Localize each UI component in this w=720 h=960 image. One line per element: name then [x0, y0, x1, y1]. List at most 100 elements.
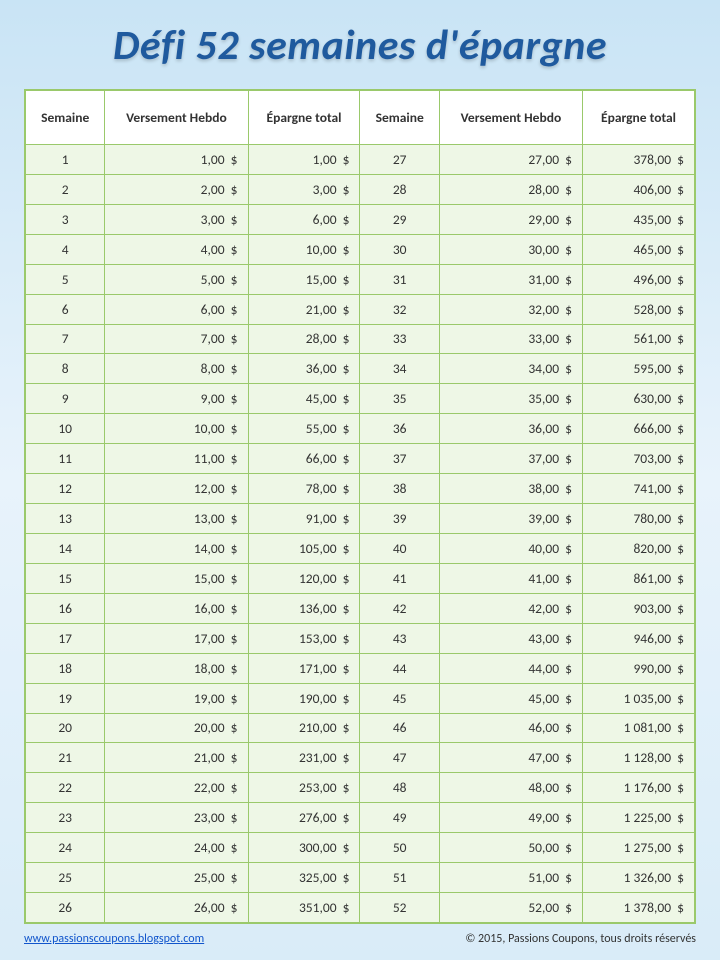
table-cell: 351,00 $: [248, 893, 360, 923]
table-cell: 12: [26, 474, 105, 504]
table-cell: 52: [360, 893, 439, 923]
table-cell: 19: [26, 683, 105, 713]
table-cell: 28,00 $: [439, 174, 582, 204]
table-cell: 2: [26, 174, 105, 204]
table-cell: 946,00 $: [583, 623, 695, 653]
table-row: 33,00 $6,00 $2929,00 $435,00 $: [26, 204, 695, 234]
table-cell: 10,00 $: [105, 414, 248, 444]
table-cell: 153,00 $: [248, 623, 360, 653]
table-cell: 1 378,00 $: [583, 893, 695, 923]
table-row: 77,00 $28,00 $3333,00 $561,00 $: [26, 324, 695, 354]
column-header: Semaine: [360, 91, 439, 145]
table-cell: 3,00 $: [105, 204, 248, 234]
table-cell: 325,00 $: [248, 863, 360, 893]
table-cell: 780,00 $: [583, 504, 695, 534]
table-cell: 42: [360, 593, 439, 623]
table-cell: 16,00 $: [105, 593, 248, 623]
table-cell: 2,00 $: [105, 174, 248, 204]
column-header: Versement Hebdo: [439, 91, 582, 145]
table-cell: 21: [26, 743, 105, 773]
table-row: 88,00 $36,00 $3434,00 $595,00 $: [26, 354, 695, 384]
table-cell: 39: [360, 504, 439, 534]
table-cell: 561,00 $: [583, 324, 695, 354]
table-cell: 6,00 $: [248, 204, 360, 234]
table-cell: 300,00 $: [248, 833, 360, 863]
table-cell: 14: [26, 533, 105, 563]
table-cell: 1 225,00 $: [583, 803, 695, 833]
table-cell: 32: [360, 294, 439, 324]
table-cell: 666,00 $: [583, 414, 695, 444]
table-cell: 406,00 $: [583, 174, 695, 204]
table-cell: 990,00 $: [583, 653, 695, 683]
table-cell: 1,00 $: [105, 145, 248, 175]
table-cell: 25,00 $: [105, 863, 248, 893]
table-cell: 6,00 $: [105, 294, 248, 324]
table-cell: 37,00 $: [439, 444, 582, 474]
table-cell: 21,00 $: [248, 294, 360, 324]
table-cell: 15,00 $: [248, 264, 360, 294]
table-row: 11,00 $1,00 $2727,00 $378,00 $: [26, 145, 695, 175]
table-cell: 50: [360, 833, 439, 863]
table-row: 66,00 $21,00 $3232,00 $528,00 $: [26, 294, 695, 324]
table-cell: 16: [26, 593, 105, 623]
table-cell: 861,00 $: [583, 563, 695, 593]
table-row: 2424,00 $300,00 $5050,00 $1 275,00 $: [26, 833, 695, 863]
table-cell: 741,00 $: [583, 474, 695, 504]
table-cell: 29,00 $: [439, 204, 582, 234]
table-cell: 528,00 $: [583, 294, 695, 324]
table-cell: 1: [26, 145, 105, 175]
table-cell: 29: [360, 204, 439, 234]
table-cell: 28,00 $: [248, 324, 360, 354]
table-cell: 1 275,00 $: [583, 833, 695, 863]
table-row: 2626,00 $351,00 $5252,00 $1 378,00 $: [26, 893, 695, 923]
table-cell: 10: [26, 414, 105, 444]
table-cell: 38,00 $: [439, 474, 582, 504]
table-cell: 9,00 $: [105, 384, 248, 414]
table-cell: 30,00 $: [439, 234, 582, 264]
table-row: 2323,00 $276,00 $4949,00 $1 225,00 $: [26, 803, 695, 833]
source-link[interactable]: www.passionscoupons.blogspot.com: [24, 932, 204, 946]
table-cell: 47,00 $: [439, 743, 582, 773]
table-cell: 48,00 $: [439, 773, 582, 803]
table-cell: 20: [26, 713, 105, 743]
table-cell: 26: [26, 893, 105, 923]
table-cell: 55,00 $: [248, 414, 360, 444]
table-row: 1010,00 $55,00 $3636,00 $666,00 $: [26, 414, 695, 444]
table-cell: 51,00 $: [439, 863, 582, 893]
table-cell: 47: [360, 743, 439, 773]
table-cell: 51: [360, 863, 439, 893]
table-cell: 91,00 $: [248, 504, 360, 534]
table-cell: 34,00 $: [439, 354, 582, 384]
table-cell: 34: [360, 354, 439, 384]
table-cell: 24,00 $: [105, 833, 248, 863]
table-cell: 45: [360, 683, 439, 713]
table-cell: 7,00 $: [105, 324, 248, 354]
table-cell: 43: [360, 623, 439, 653]
table-cell: 44: [360, 653, 439, 683]
table-cell: 1 035,00 $: [583, 683, 695, 713]
table-cell: 78,00 $: [248, 474, 360, 504]
table-cell: 27,00 $: [439, 145, 582, 175]
table-row: 1818,00 $171,00 $4444,00 $990,00 $: [26, 653, 695, 683]
table-row: 1919,00 $190,00 $4545,00 $1 035,00 $: [26, 683, 695, 713]
table-row: 2020,00 $210,00 $4646,00 $1 081,00 $: [26, 713, 695, 743]
table-cell: 210,00 $: [248, 713, 360, 743]
table-cell: 36,00 $: [248, 354, 360, 384]
table-cell: 703,00 $: [583, 444, 695, 474]
page-title: Défi 52 semaines d'épargne: [24, 20, 696, 71]
table-row: 1717,00 $153,00 $4343,00 $946,00 $: [26, 623, 695, 653]
table-cell: 20,00 $: [105, 713, 248, 743]
table-cell: 496,00 $: [583, 264, 695, 294]
table-row: 55,00 $15,00 $3131,00 $496,00 $: [26, 264, 695, 294]
table-cell: 43,00 $: [439, 623, 582, 653]
table-cell: 378,00 $: [583, 145, 695, 175]
table-cell: 11,00 $: [105, 444, 248, 474]
table-cell: 45,00 $: [439, 683, 582, 713]
table-cell: 1 326,00 $: [583, 863, 695, 893]
table-cell: 45,00 $: [248, 384, 360, 414]
table-cell: 23,00 $: [105, 803, 248, 833]
table-cell: 25: [26, 863, 105, 893]
table-cell: 18: [26, 653, 105, 683]
table-cell: 820,00 $: [583, 533, 695, 563]
table-cell: 49,00 $: [439, 803, 582, 833]
